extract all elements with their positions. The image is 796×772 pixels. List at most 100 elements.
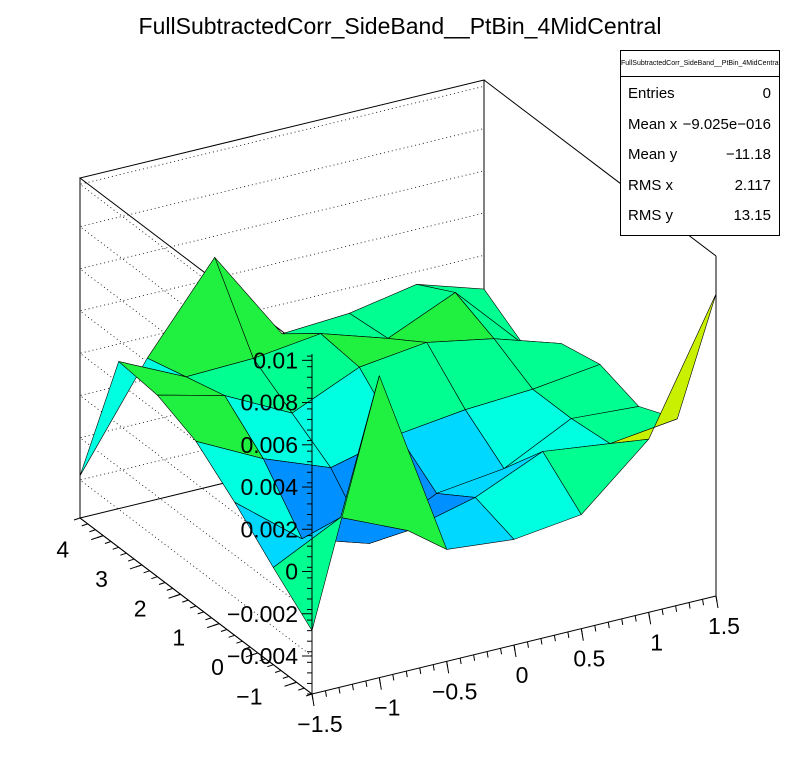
stats-row-mean-y: Mean y −11.18 [621,138,779,169]
y-minor-tick [236,640,243,644]
z-tick-label: −0.004 [227,643,298,669]
y-minor-tick [243,646,251,650]
x-minor-tick [675,605,678,612]
x-minor-tick [702,599,705,606]
y-minor-tick [189,605,197,609]
y-minor-tick [305,693,313,697]
x-minor-tick [365,680,368,688]
y-minor-tick [274,670,282,674]
z-gridline [79,128,485,403]
x-axis: −1.5 −1 −0.5 0 0.5 1 1.5 [297,595,740,737]
x-minor-tick [648,612,651,619]
x-minor-tick [500,648,503,655]
y-tick-label: 0 [211,654,224,680]
z-tick-label: −0.002 [227,601,298,627]
y-minor-tick [166,587,173,591]
y-tick-label: 1 [172,625,185,651]
x-minor-tick [634,615,637,622]
z-tick-label: 0.008 [240,390,298,416]
x-tick-label: 1.5 [708,613,740,639]
z-tick-label: 0.004 [240,474,298,500]
x-minor-tick [419,667,422,674]
stats-value: 2.117 [734,176,771,194]
y-minor-tick [228,634,235,638]
x-minor-tick [567,631,570,639]
y-minor-tick [259,658,266,662]
x-tick-label: −1 [374,695,400,721]
z-gridline [79,85,485,361]
x-minor-tick [351,684,354,691]
x-minor-tick [526,641,529,648]
y-minor-tick [89,529,96,533]
x-tick-label: 0 [516,662,529,688]
stats-row-mean-x: Mean x −9.025e−016 [621,108,779,139]
z-tick-label: 0.002 [240,516,298,542]
stats-label: RMS x [628,176,673,194]
y-minor-tick [267,664,274,668]
x-minor-tick [553,635,556,642]
y-minor-tick [97,535,104,539]
y-minor-tick [213,623,220,627]
z-gridline [79,254,485,530]
x-minor-tick [486,651,489,658]
x-minor-tick [392,674,395,681]
z-gridline [79,212,485,488]
stats-label: RMS y [628,207,673,224]
stats-row-entries: Entries 0 [621,77,779,108]
surface-mesh [79,256,717,631]
x-minor-tick [513,644,516,652]
stats-value: 13.15 [733,207,771,224]
y-minor-tick [73,517,81,521]
z-gridline [79,170,485,446]
stats-value: 0 [762,85,771,102]
x-tick-label: 0.5 [573,646,605,672]
x-minor-tick [580,628,583,635]
x-minor-tick [607,622,610,629]
y-minor-tick [158,582,166,586]
surface-cell [272,375,380,631]
y-minor-tick [282,675,289,679]
z-tick-label: 0 [285,559,298,585]
x-minor-tick [405,671,408,678]
y-minor-tick [81,523,88,527]
z-axis: −0.004 −0.002 0 0.002 0.004 0.006 0.008 0.01 [227,347,312,695]
x-minor-tick [338,687,341,694]
stats-label: Mean y [628,146,678,163]
x-minor-tick [715,595,718,603]
stats-value: −11.18 [725,146,771,163]
stats-row-rms-y: RMS y 13.15 [621,199,779,230]
y-tick-label: 3 [95,566,108,592]
x-minor-tick [594,625,597,632]
y-minor-tick [112,546,119,550]
y-minor-tick [251,652,259,656]
x-minor-tick [311,693,314,701]
stats-label: Entries [628,85,675,102]
y-minor-tick [143,570,150,574]
y-minor-tick [197,611,204,615]
x-minor-tick [446,661,449,668]
x-tick-label: 1 [650,629,663,655]
y-minor-tick [120,552,127,556]
stats-row-rms-x: RMS x 2.117 [621,169,779,200]
stats-title: FullSubtractedCorr_SideBand__PtBin_4MidC… [621,51,779,77]
x-minor-tick [324,690,327,697]
stats-box: FullSubtractedCorr_SideBand__PtBin_4MidC… [620,50,780,236]
chart-title: FullSubtractedCorr_SideBand__PtBin_4MidC… [139,13,662,39]
x-minor-tick [378,677,381,684]
x-minor-tick [621,618,624,625]
y-minor-tick [298,687,305,691]
y-minor-tick [151,576,158,580]
stats-label: Mean x [628,115,678,133]
y-minor-tick [220,628,228,632]
y-minor-tick [127,558,135,562]
y-tick-label: 2 [134,595,147,621]
x-minor-tick [459,657,462,665]
x-minor-tick [432,664,435,671]
y-minor-tick [174,593,181,597]
y-minor-tick [205,617,212,621]
y-minor-tick [182,599,189,603]
x-minor-tick [688,602,691,609]
y-minor-tick [290,681,297,685]
